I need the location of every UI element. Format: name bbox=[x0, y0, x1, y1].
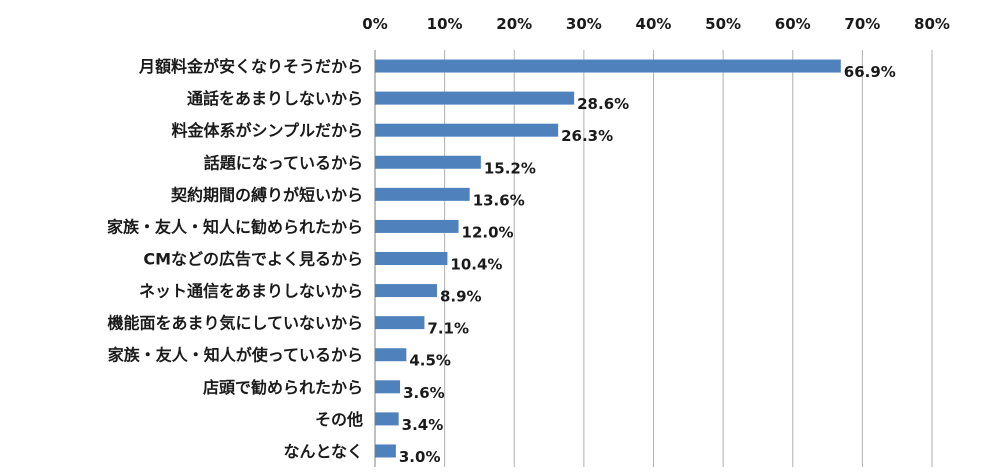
category-label: なんとなく bbox=[283, 442, 363, 461]
category-label: 家族・友人・知人が使っているから bbox=[108, 346, 363, 365]
x-tick-label: 20% bbox=[496, 15, 532, 33]
category-label: 通話をあまりしないから bbox=[187, 89, 363, 108]
x-tick-label: 50% bbox=[705, 15, 741, 33]
x-axis-tick-labels: 0% 10% 20% 30% 40% 50% 60% 70% 80% bbox=[362, 15, 950, 33]
data-label: 3.4% bbox=[402, 416, 444, 434]
data-label: 13.6% bbox=[473, 191, 525, 209]
x-tick-label: 60% bbox=[775, 15, 811, 33]
bar bbox=[375, 444, 396, 458]
data-label: 3.6% bbox=[403, 384, 445, 402]
x-tick-label: 40% bbox=[636, 15, 672, 33]
category-label: 月額料金が安くなりそうだから bbox=[138, 57, 363, 76]
data-label: 28.6% bbox=[577, 95, 629, 113]
bar bbox=[375, 380, 401, 394]
x-tick-label: 30% bbox=[566, 15, 602, 33]
data-labels: 66.9% 28.6% 26.3% 15.2% 13.6% 12.0% 10.4% 8.9% 7… bbox=[399, 63, 896, 466]
data-label: 12.0% bbox=[462, 223, 514, 241]
data-label: 8.9% bbox=[440, 288, 482, 306]
bar bbox=[375, 187, 470, 201]
bar bbox=[375, 155, 481, 169]
category-label: 料金体系がシンプルだから bbox=[171, 121, 363, 140]
bar bbox=[375, 59, 841, 73]
data-label: 10.4% bbox=[450, 256, 502, 274]
bar bbox=[375, 412, 399, 426]
bar bbox=[375, 348, 407, 362]
category-label: 話題になっているから bbox=[204, 153, 363, 172]
data-label: 15.2% bbox=[484, 159, 536, 177]
category-label: ネット通信をあまりしないから bbox=[139, 282, 363, 301]
category-labels: 月額料金が安くなりそうだから通話をあまりしないから料金体系がシンプルだから話題に… bbox=[107, 57, 363, 461]
bar bbox=[375, 219, 459, 233]
x-tick-label: 10% bbox=[427, 15, 463, 33]
bars bbox=[375, 59, 841, 458]
data-label: 26.3% bbox=[561, 127, 613, 145]
bar bbox=[375, 123, 559, 137]
category-label: 契約期間の縛りが短いから bbox=[170, 185, 363, 204]
data-label: 3.0% bbox=[399, 448, 441, 466]
category-label: CMなどの広告でよく見るから bbox=[143, 250, 363, 269]
x-tick-label: 70% bbox=[844, 15, 880, 33]
category-label: 店頭で勧められたから bbox=[203, 378, 363, 397]
bar bbox=[375, 252, 448, 265]
data-label: 4.5% bbox=[409, 352, 451, 370]
x-tick-label: 0% bbox=[362, 15, 387, 33]
bar bbox=[375, 316, 425, 330]
category-label: その他 bbox=[315, 410, 363, 429]
bar bbox=[375, 284, 437, 298]
data-label: 66.9% bbox=[844, 63, 896, 81]
category-label: 家族・友人・知人に勧められたから bbox=[107, 217, 363, 236]
category-label: 機能面をあまり気にしていないから bbox=[107, 314, 363, 333]
data-label: 7.1% bbox=[427, 320, 469, 338]
bar bbox=[375, 91, 575, 105]
gridlines bbox=[444, 50, 933, 467]
x-tick-label: 80% bbox=[914, 15, 950, 33]
